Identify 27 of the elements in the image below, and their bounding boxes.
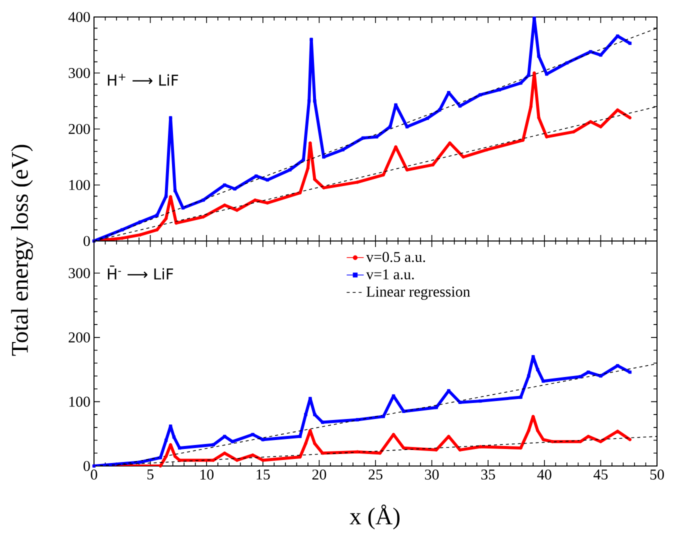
x-tick-label: 20 bbox=[312, 470, 326, 480]
y-tick-label: 100 bbox=[69, 180, 90, 190]
x-axis-title: x (Å) bbox=[350, 504, 400, 530]
x-tick-label: 30 bbox=[425, 470, 439, 480]
x-tick-label: 25 bbox=[368, 470, 382, 480]
y-axis-title: Total energy loss (eV) bbox=[11, 144, 33, 356]
y-tick-label: 300 bbox=[68, 68, 90, 78]
y-tick-label: 200 bbox=[68, 332, 90, 342]
y-tick-label: 200 bbox=[68, 124, 90, 134]
y-tick-label: 0 bbox=[84, 460, 90, 472]
x-tick-label: 45 bbox=[594, 470, 608, 480]
annotation: H$^{+}$ ⟶ LiF bbox=[108, 74, 178, 86]
y-tick-label: 100 bbox=[69, 396, 90, 407]
y-tick-label: 300 bbox=[68, 268, 90, 278]
legend-label: v=1 a.u. bbox=[366, 269, 414, 280]
legend-label: Linear regression bbox=[366, 286, 470, 300]
x-tick-label: 10 bbox=[200, 470, 214, 480]
x-tick-label: 40 bbox=[537, 470, 552, 480]
x-tick-label: 35 bbox=[481, 470, 495, 480]
x-tick-label: 50 bbox=[650, 470, 664, 480]
x-tick-label: 15 bbox=[256, 470, 270, 480]
x-tick-label: 0 bbox=[90, 470, 98, 480]
legend-label: v=0.5 a.u. bbox=[366, 252, 426, 262]
y-tick-label: 0 bbox=[84, 236, 90, 246]
y-tick-label: 400 bbox=[68, 12, 90, 22]
x-tick-label: 5 bbox=[147, 470, 154, 480]
annotation: H̄$^{-}$ ⟶ LiF bbox=[108, 266, 174, 280]
